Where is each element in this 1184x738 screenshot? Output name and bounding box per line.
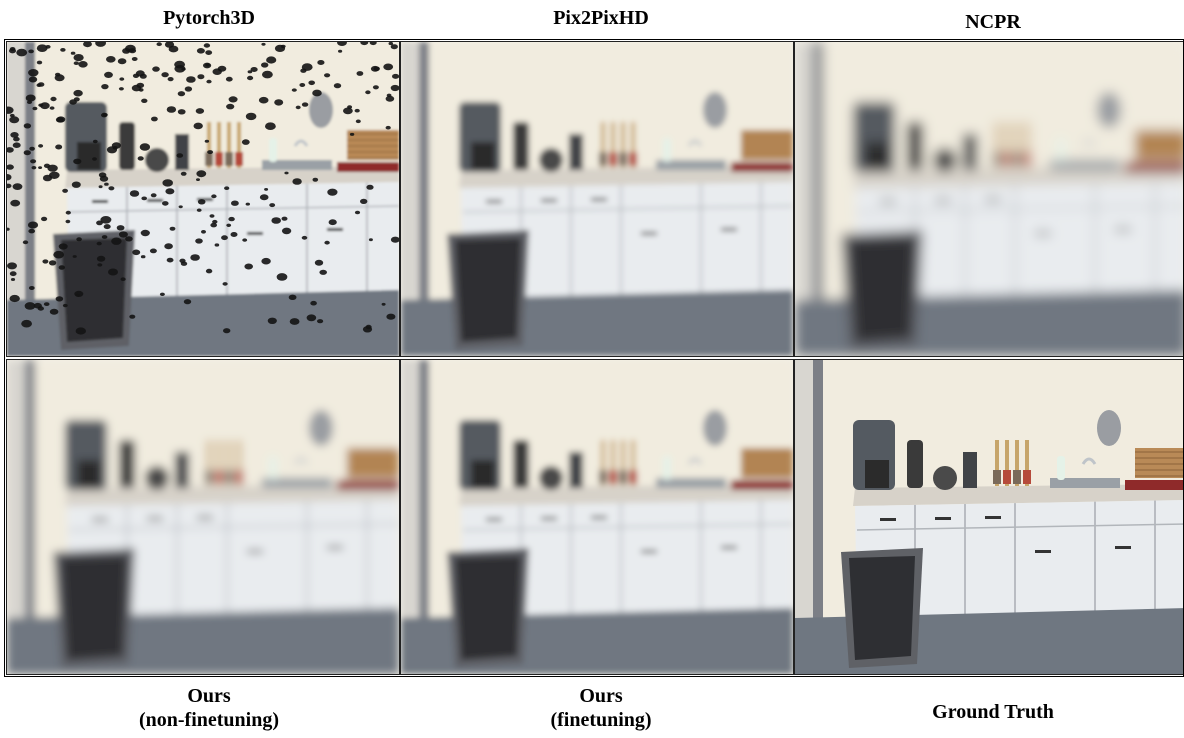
label-ground-truth: Ground Truth (932, 701, 1054, 723)
panel-ours-nonfinetuning (6, 359, 400, 675)
label-ours-finetuning-line1: Ours (579, 685, 623, 707)
panel-pix2pixhd (400, 41, 794, 357)
panel-ours-finetuning (400, 359, 794, 675)
label-pix2pixhd: Pix2PixHD (553, 7, 649, 29)
label-pytorch3d: Pytorch3D (163, 7, 255, 29)
label-ours-nonfinetuning-line1: Ours (187, 685, 231, 707)
label-ours-finetuning: Ours (finetuning) (406, 684, 796, 732)
label-ours-nonfinetuning: Ours (non-finetuning) (14, 684, 404, 732)
panel-ncpr (794, 41, 1184, 357)
panel-pytorch3d (6, 41, 400, 357)
label-ours-finetuning-line2: (finetuning) (550, 709, 652, 731)
label-ncpr: NCPR (965, 11, 1021, 33)
label-ours-nonfinetuning-line2: (non-finetuning) (138, 709, 280, 731)
panel-ground-truth (794, 359, 1184, 675)
